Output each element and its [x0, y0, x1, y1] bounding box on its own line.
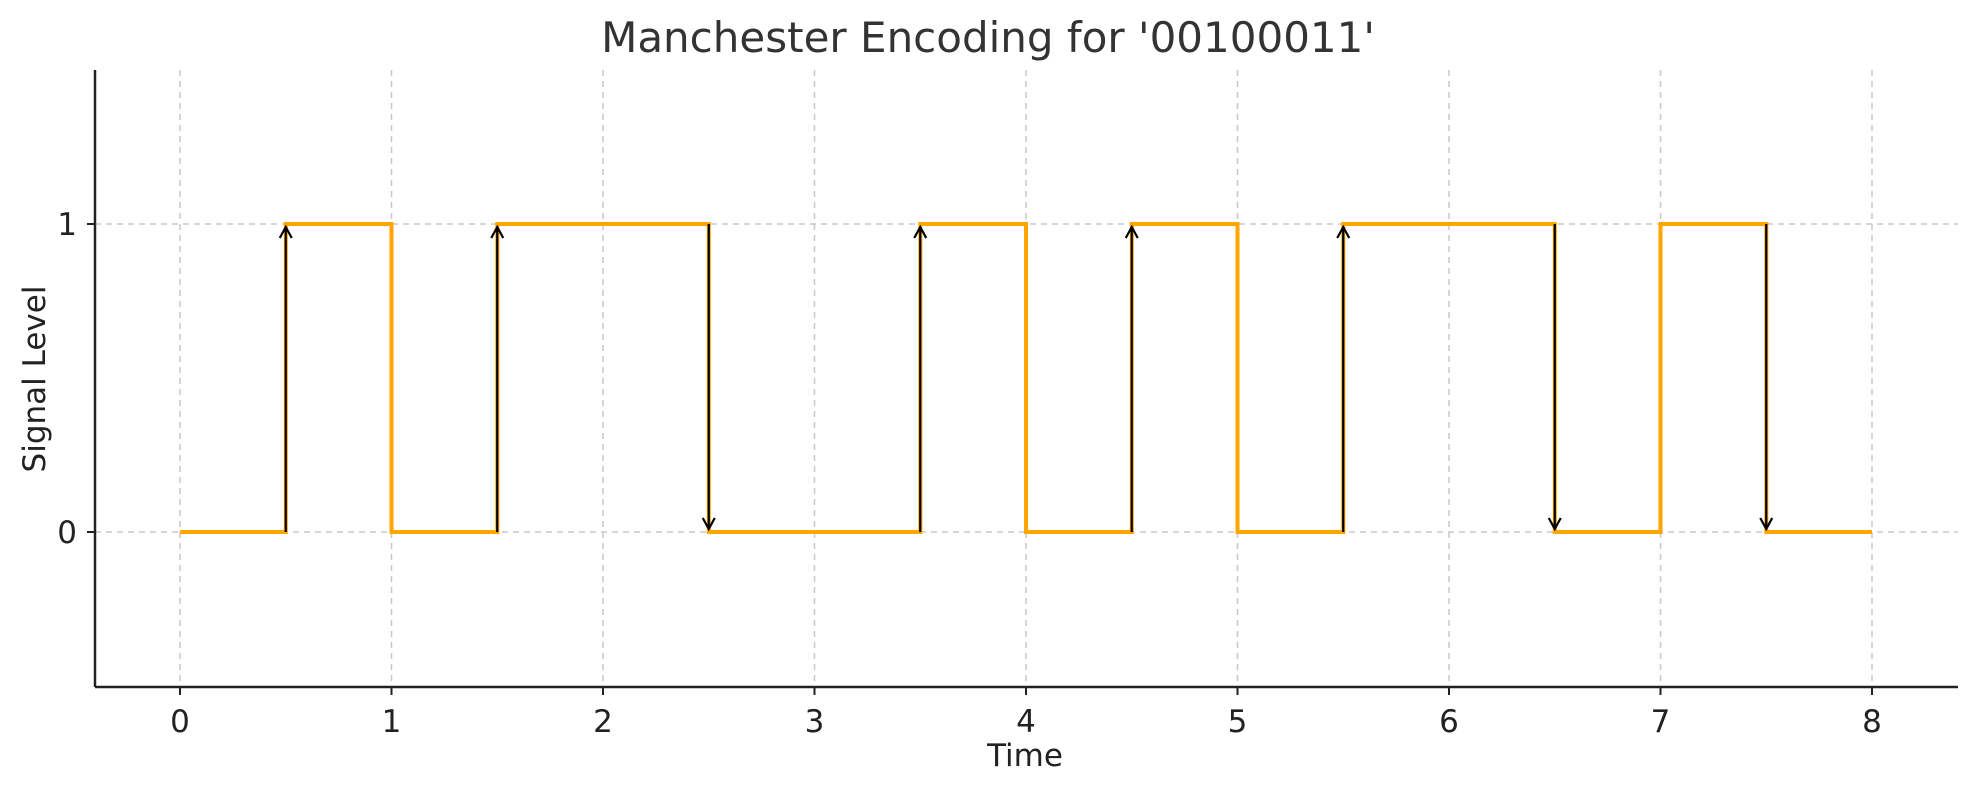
y-axis-label: Signal Level: [17, 286, 53, 473]
arrow-up-1: [490, 224, 505, 532]
arrow-up-3: [913, 224, 928, 532]
y-tick-label-0: 0: [57, 515, 77, 551]
arrow-down-2: [701, 224, 716, 532]
arrow-up-4: [1124, 224, 1139, 532]
x-tick-label-4: 4: [1016, 704, 1036, 740]
x-tick-label-8: 8: [1862, 704, 1882, 740]
x-tick-label-6: 6: [1439, 704, 1459, 740]
chart-title: Manchester Encoding for '00100011': [601, 13, 1375, 62]
arrow-down-7: [1759, 224, 1774, 532]
x-tick-label-5: 5: [1228, 704, 1248, 740]
x-axis-label: Time: [986, 738, 1063, 774]
tick-marks: 0 1 2 3 4 5 6 7 8 0 1: [57, 207, 1882, 740]
x-tick-label-3: 3: [805, 704, 825, 740]
signal-line: [180, 222, 1872, 534]
x-tick-label-0: 0: [170, 704, 190, 740]
transition-arrows: [278, 224, 1774, 532]
x-tick-label-7: 7: [1651, 704, 1671, 740]
signal-series: [180, 222, 1872, 534]
x-tick-label-1: 1: [382, 704, 402, 740]
arrow-down-6: [1547, 224, 1562, 532]
arrow-up-5: [1336, 224, 1351, 532]
y-tick-label-1: 1: [57, 207, 77, 243]
x-tick-label-2: 2: [593, 704, 613, 740]
arrow-up-0: [278, 224, 293, 532]
